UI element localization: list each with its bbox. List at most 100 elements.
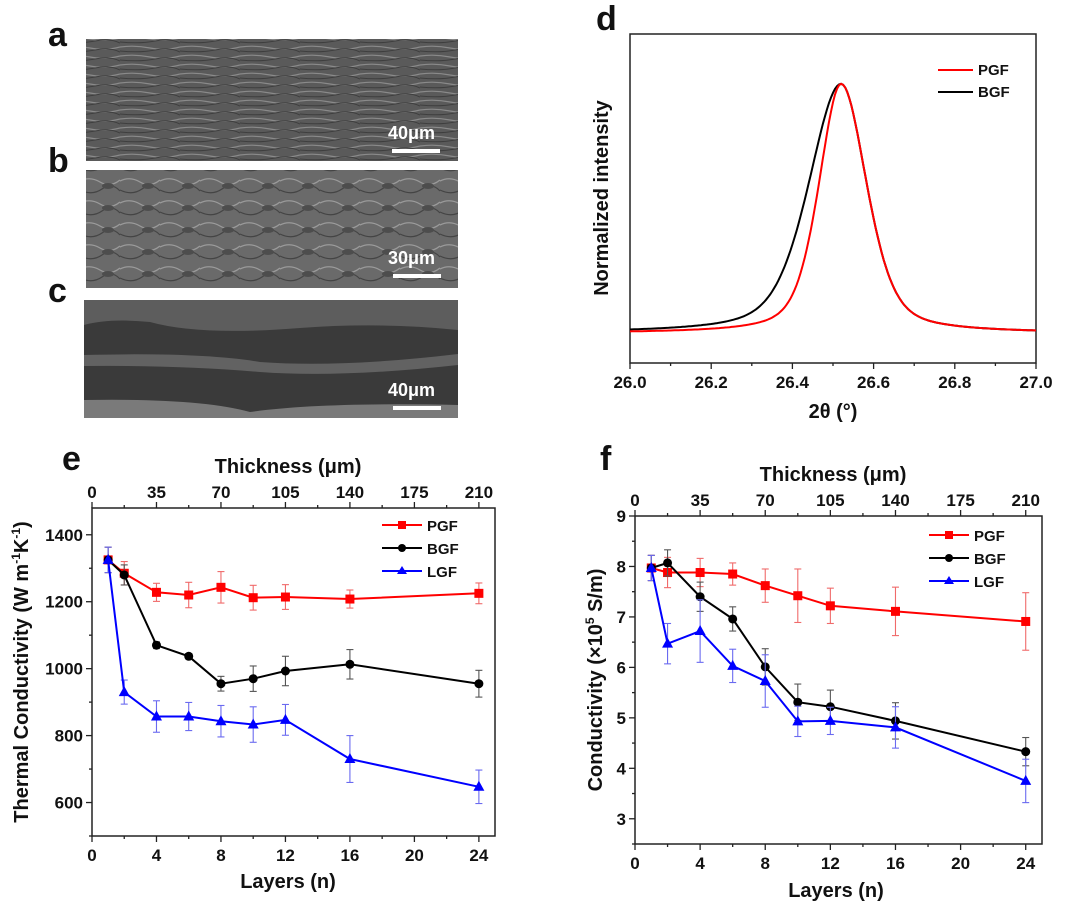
data-point-triangle <box>150 710 162 721</box>
panel-letter-c: c <box>48 272 67 310</box>
x2-tick-label: 70 <box>756 491 775 510</box>
x-tick-label: 24 <box>469 846 488 865</box>
sem-image-b <box>86 170 458 288</box>
x-tick-label: 8 <box>761 854 770 873</box>
data-point-circle <box>248 674 258 684</box>
legend-marker-circle <box>945 554 953 562</box>
x-tick-label: 26.2 <box>695 373 728 392</box>
legend-label-bgf: BGF <box>974 551 1006 568</box>
legend-label-pgf: PGF <box>974 528 1005 545</box>
data-point-square <box>728 569 738 579</box>
x-axis-title-d: 2θ (°) <box>809 401 858 423</box>
x2-axis-title-f: Thickness (μm) <box>760 464 907 486</box>
y-tick-label: 9 <box>617 507 626 526</box>
panel-c: c 40μm <box>48 272 458 418</box>
data-point-triangle <box>344 753 356 764</box>
legend-marker-triangle <box>944 576 954 584</box>
x2-tick-label: 105 <box>271 483 299 502</box>
data-point-square <box>216 582 226 592</box>
x-ticks-d: 26.0 26.2 26.4 26.6 26.8 27.0 <box>613 363 1053 392</box>
x-tick-label: 24 <box>1016 854 1035 873</box>
x-tick-label: 0 <box>630 854 639 873</box>
panel-letter-b: b <box>48 142 69 180</box>
series-line <box>650 567 1027 782</box>
x-axis-title-e: Layers (n) <box>240 871 336 893</box>
y-tick-label: 7 <box>617 608 626 627</box>
x-tick-label: 26.8 <box>938 373 971 392</box>
y-axis-title-d: Normalized intensity <box>591 99 613 295</box>
axes-f: 0 0 4 35 8 70 12 105 16 140 20 175 24 210 3 4 5 6 7 8 9 <box>617 491 1040 873</box>
x2-tick-label: 35 <box>147 483 166 502</box>
x2-tick-label: 0 <box>87 483 96 502</box>
axes-e: 0 0 4 35 8 70 12 105 16 140 20 175 24 210 600 800 1000 12… <box>45 483 493 865</box>
panel-letter-d: d <box>596 0 617 38</box>
sem-layer-c1 <box>84 300 458 331</box>
x-axis-title-f: Layers (n) <box>788 880 884 902</box>
legend-label-lgf: LGF <box>427 564 457 581</box>
data-point-triangle <box>215 715 227 726</box>
data-point-circle <box>345 659 355 669</box>
x-tick-label: 27.0 <box>1019 373 1052 392</box>
plot-frame-f <box>634 515 1043 845</box>
data-point-circle <box>216 679 226 689</box>
series-line-bgf <box>629 82 1036 332</box>
series-f <box>645 549 1032 804</box>
panel-letter-e: e <box>62 440 81 478</box>
data-point-triangle <box>473 780 485 791</box>
data-point-circle <box>474 679 484 689</box>
legend-label-lgf: LGF <box>974 574 1004 591</box>
panel-b: b 30μm <box>48 142 458 288</box>
x2-tick-label: 35 <box>691 491 710 510</box>
x2-tick-label: 70 <box>211 483 230 502</box>
legend-e: PGF BGF LGF <box>382 518 459 581</box>
y-tick-label: 3 <box>617 810 626 829</box>
legend-d: PGF BGF <box>938 62 1010 101</box>
plot-frame-d <box>629 33 1037 364</box>
chart-e-thermal-conductivity: e Thickness (μm) 0 0 4 35 8 70 12 105 16 140 20 175… <box>9 440 496 893</box>
data-point-triangle <box>247 718 259 729</box>
data-point-triangle <box>118 686 130 697</box>
y-tick-label: 1000 <box>45 660 83 679</box>
legend-label-bgf: BGF <box>427 541 459 558</box>
data-point-square <box>825 601 835 611</box>
data-point-square <box>890 606 900 616</box>
x2-tick-label: 140 <box>881 491 909 510</box>
data-point-triangle <box>792 715 804 726</box>
x2-tick-label: 210 <box>1012 491 1040 510</box>
data-point-square <box>793 591 803 601</box>
plot-frame-e <box>91 507 496 837</box>
data-point-triangle <box>824 714 836 725</box>
series-bgf <box>646 549 1031 767</box>
legend-marker-circle <box>398 544 406 552</box>
y-tick-label: 800 <box>55 727 83 746</box>
data-point-circle <box>280 666 290 676</box>
series-line <box>651 561 1026 753</box>
legend-marker-square <box>945 531 953 539</box>
series-pgf <box>103 546 484 611</box>
y-tick-label: 1400 <box>45 526 83 545</box>
sem-layer-c2 <box>84 354 458 374</box>
data-point-triangle <box>889 721 901 732</box>
x-tick-label: 12 <box>276 846 295 865</box>
x2-tick-label: 140 <box>336 483 364 502</box>
y-tick-label: 8 <box>617 557 626 576</box>
data-point-triangle <box>694 625 706 636</box>
data-point-square <box>1021 616 1031 626</box>
x2-axis-title-e: Thickness (μm) <box>215 456 362 478</box>
data-point-triangle <box>759 675 771 686</box>
data-point-square <box>345 594 355 604</box>
panel-letter-a: a <box>48 16 68 54</box>
chart-f-electrical-conductivity: f Thickness (μm) 00435870121051614020175… <box>583 440 1043 902</box>
legend-f: PGF BGF LGF <box>929 528 1006 591</box>
series-lgf <box>645 554 1032 804</box>
x-tick-label: 16 <box>886 854 905 873</box>
data-point-square <box>248 593 258 603</box>
data-point-square <box>184 590 194 600</box>
data-point-triangle <box>727 659 739 670</box>
legend-label-bgf: BGF <box>978 84 1010 101</box>
x2-tick-label: 175 <box>400 483 428 502</box>
x-tick-label: 4 <box>695 854 705 873</box>
series-line <box>107 559 480 788</box>
data-point-triangle <box>183 710 195 721</box>
scale-label-a: 40μm <box>388 123 435 143</box>
